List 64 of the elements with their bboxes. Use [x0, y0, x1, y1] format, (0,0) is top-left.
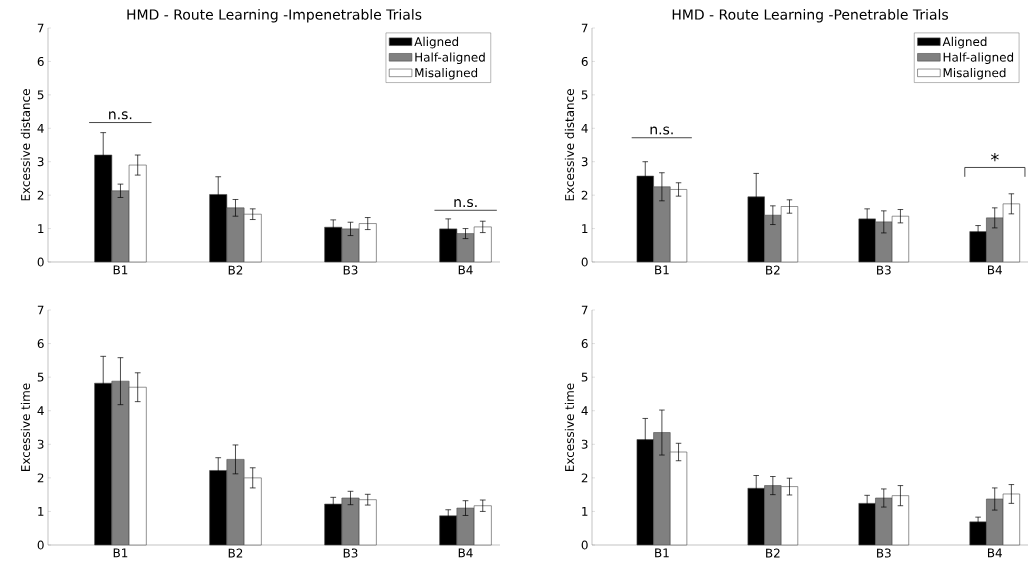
y-tick-label: 4	[581, 406, 588, 416]
y-tick-label: 3	[581, 439, 588, 449]
x-tick-label: B4	[988, 265, 1002, 275]
y-tick-label: 5	[581, 90, 588, 100]
y-tick-label: 6	[37, 339, 44, 349]
x-tick-label: B3	[343, 265, 358, 275]
x-tick-label: B3	[877, 548, 891, 558]
y-tick-label: 3	[581, 157, 588, 167]
y-tick-label: 5	[37, 90, 44, 100]
legend-label: Aligned	[414, 36, 459, 49]
chart-title: HMD - Route Learning -Penetrable Trials	[672, 9, 948, 23]
legend-label: Half-aligned	[415, 52, 485, 64]
annotation: n.s.	[454, 199, 477, 208]
y-tick-label: 4	[581, 123, 588, 133]
annotation: n.s.	[650, 126, 673, 135]
y-tick-label: 1	[582, 507, 588, 516]
y-tick-label: 6	[581, 56, 588, 66]
y-tick-label: 7	[37, 305, 44, 315]
y-tick-label: 0	[581, 540, 588, 550]
y-tick-label: 0	[581, 257, 588, 267]
y-axis-title: Excessive time	[564, 383, 575, 472]
y-tick-label: 7	[581, 23, 588, 33]
y-tick-label: 2	[37, 190, 44, 200]
y-tick-label: 6	[581, 339, 588, 349]
y-tick-label: 2	[37, 473, 44, 483]
x-tick-label: B4	[988, 548, 1002, 558]
y-tick-label: 3	[37, 439, 44, 449]
legend-label: Aligned	[942, 36, 987, 49]
y-tick-label: 3	[37, 157, 44, 167]
x-tick-label: B1	[113, 265, 128, 275]
x-tick-label: B2	[766, 548, 780, 558]
y-tick-label: 5	[37, 372, 44, 382]
x-tick-label: B1	[655, 548, 669, 558]
y-tick-label: 1	[38, 224, 44, 233]
x-tick-label: B2	[766, 265, 780, 275]
annotation: n.s.	[109, 111, 132, 120]
y-tick-label: 0	[37, 257, 44, 267]
x-tick-label: B1	[113, 548, 128, 558]
y-tick-label: 6	[37, 56, 44, 66]
y-tick-label: 1	[582, 224, 588, 233]
y-axis-title: Excessive distance	[564, 89, 575, 201]
y-tick-label: 5	[581, 372, 588, 382]
y-tick-label: 4	[37, 406, 44, 416]
x-tick-label: B4	[458, 548, 473, 558]
x-tick-label: B3	[877, 265, 891, 275]
y-axis-title: Excessive distance	[20, 89, 31, 201]
y-tick-label: 7	[37, 23, 44, 33]
y-tick-label: 2	[581, 190, 588, 200]
legend-label: Half-aligned	[943, 52, 1014, 64]
y-tick-label: 2	[581, 473, 588, 483]
x-tick-label: B2	[228, 265, 243, 275]
x-tick-label: B4	[458, 265, 473, 275]
chart-title: HMD - Route Learning -Impenetrable Trials	[127, 9, 422, 23]
x-tick-label: B2	[228, 548, 243, 558]
y-tick-label: 1	[38, 507, 44, 516]
y-tick-label: 4	[37, 123, 44, 133]
legend-label: Misaligned	[415, 68, 478, 80]
y-tick-label: 0	[37, 540, 44, 550]
x-tick-label: B1	[655, 265, 669, 275]
y-tick-label: 7	[581, 305, 588, 315]
annotation: *	[990, 152, 999, 162]
x-tick-label: B3	[343, 548, 358, 558]
legend-label: Misaligned	[943, 68, 1006, 80]
y-axis-title: Excessive time	[20, 383, 31, 472]
